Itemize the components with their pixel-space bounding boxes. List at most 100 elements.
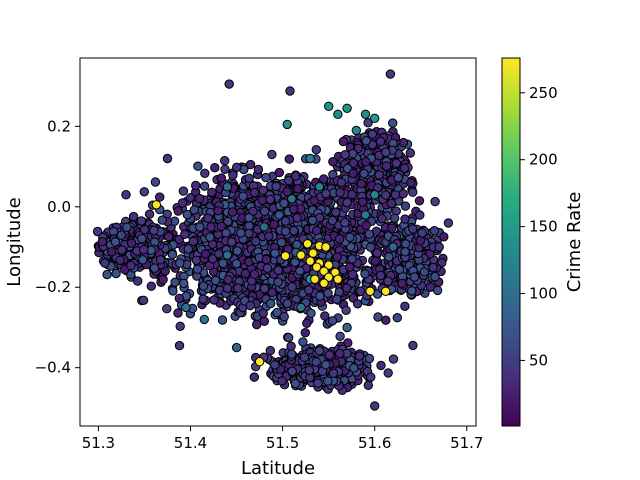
data-point	[361, 157, 371, 167]
data-point	[338, 136, 349, 147]
data-point	[249, 187, 260, 198]
data-point	[342, 283, 352, 293]
data-point	[342, 197, 352, 208]
data-point	[287, 349, 297, 359]
data-point	[216, 173, 227, 183]
data-point	[233, 283, 243, 293]
data-point	[388, 118, 398, 128]
data-point	[292, 213, 302, 223]
data-point	[139, 187, 150, 197]
data-point	[366, 372, 376, 382]
data-point	[245, 159, 256, 170]
data-point	[370, 256, 380, 266]
data-point	[313, 378, 323, 388]
data-point	[194, 193, 205, 204]
data-point	[290, 378, 301, 389]
data-point	[192, 264, 203, 274]
data-point	[274, 210, 284, 220]
data-point	[133, 276, 143, 286]
data-point	[244, 228, 254, 239]
data-point	[206, 222, 216, 232]
data-point	[376, 360, 386, 371]
data-point	[345, 262, 355, 272]
data-point	[170, 277, 180, 287]
data-point	[274, 167, 284, 178]
data-point	[377, 213, 387, 224]
data-point	[272, 307, 282, 318]
data-point	[340, 150, 350, 160]
data-point	[138, 295, 149, 305]
data-point	[282, 298, 292, 309]
data-point	[288, 204, 299, 215]
data-point	[227, 207, 238, 217]
data-point	[238, 191, 248, 201]
data-point	[300, 328, 310, 338]
data-point	[207, 187, 217, 198]
data-point	[155, 192, 165, 202]
data-point	[276, 237, 287, 248]
data-point	[261, 172, 271, 183]
data-point	[236, 228, 246, 238]
data-point	[107, 247, 117, 257]
data-point	[332, 294, 342, 304]
data-point	[182, 209, 193, 220]
data-point	[208, 254, 218, 264]
data-point	[199, 181, 210, 191]
data-point	[386, 198, 397, 209]
data-point	[244, 173, 254, 184]
data-point	[223, 275, 233, 285]
data-point	[232, 246, 243, 256]
data-point	[311, 226, 322, 236]
data-point	[405, 148, 415, 158]
data-point	[363, 118, 373, 128]
data-point	[319, 174, 329, 184]
data-point	[267, 149, 277, 160]
data-point	[363, 380, 373, 390]
data-point	[332, 252, 342, 262]
data-point	[214, 249, 224, 259]
data-point	[244, 213, 254, 223]
data-point	[259, 316, 269, 326]
data-point	[205, 232, 215, 242]
data-point	[111, 268, 121, 279]
data-point	[200, 249, 211, 259]
data-point	[348, 168, 358, 179]
data-point	[295, 266, 305, 276]
data-point	[406, 178, 416, 188]
data-point	[408, 187, 418, 197]
data-point	[323, 376, 333, 386]
data-point	[269, 219, 279, 230]
data-point	[273, 265, 283, 275]
data-point	[381, 190, 391, 200]
data-point	[328, 368, 339, 378]
data-point	[293, 184, 303, 194]
data-point	[279, 312, 289, 322]
data-point	[157, 215, 168, 225]
data-point	[265, 194, 275, 205]
data-point	[354, 351, 365, 361]
data-point	[398, 189, 408, 199]
data-point	[414, 196, 425, 206]
data-point	[267, 287, 277, 297]
data-point	[173, 308, 183, 318]
data-point	[364, 353, 375, 364]
data-point	[164, 231, 174, 242]
data-point	[280, 226, 291, 237]
data-point	[381, 315, 391, 325]
data-point	[203, 213, 213, 223]
data-point	[167, 249, 178, 260]
data-point	[218, 258, 228, 268]
data-point	[400, 201, 411, 211]
data-point	[299, 352, 310, 362]
data-point	[200, 168, 210, 179]
data-point	[174, 293, 185, 303]
data-point	[261, 254, 272, 265]
data-point	[335, 187, 345, 198]
data-point	[189, 205, 200, 215]
data-point	[102, 269, 112, 280]
data-point	[282, 187, 292, 197]
data-point	[198, 294, 208, 304]
data-point	[348, 158, 359, 168]
data-point	[340, 217, 350, 228]
